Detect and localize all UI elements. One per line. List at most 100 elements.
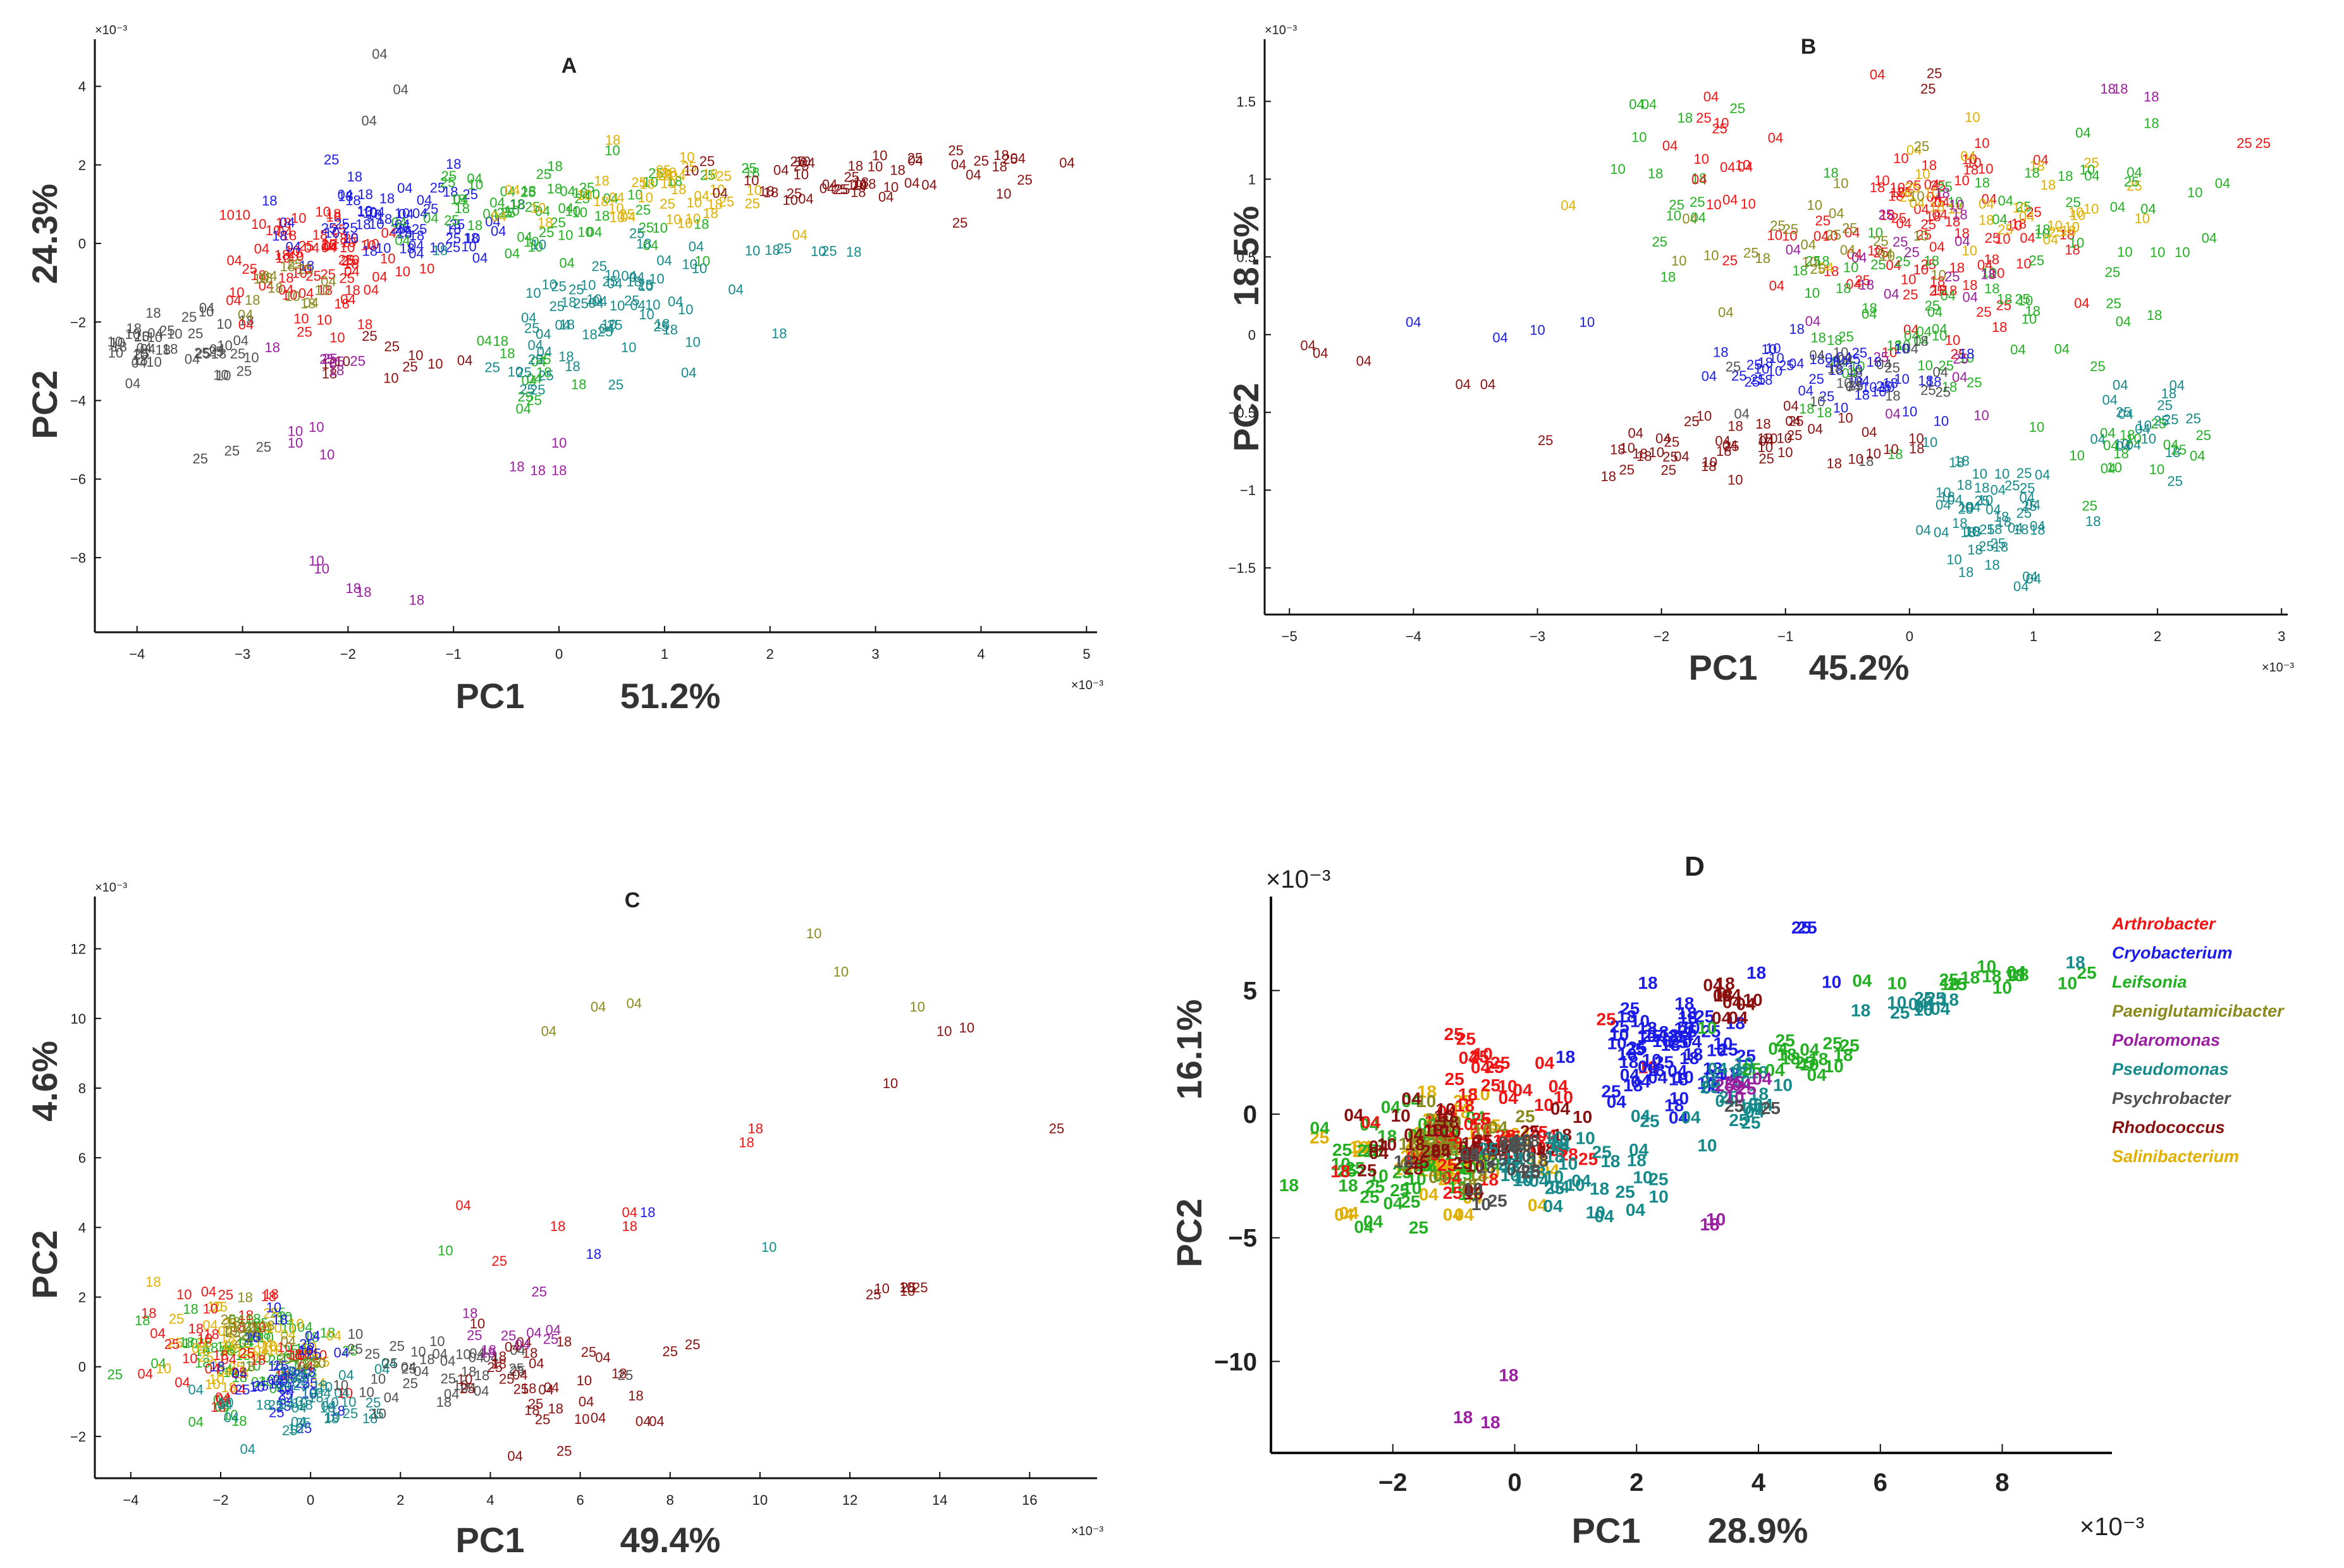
data-point: 25 bbox=[395, 220, 410, 236]
data-point: 04 bbox=[966, 167, 981, 183]
data-point: 25 bbox=[549, 298, 565, 314]
data-point: 04 bbox=[1492, 330, 1507, 346]
data-point: 10 bbox=[333, 1377, 348, 1393]
data-point: 18 bbox=[1934, 185, 1949, 201]
data-point: 10 bbox=[883, 179, 899, 195]
data-point: 18 bbox=[2066, 952, 2085, 972]
data-point: 18 bbox=[1826, 456, 1841, 472]
data-point: 25 bbox=[1787, 427, 1802, 443]
data-point: 10 bbox=[1974, 135, 1989, 151]
data-point: 25 bbox=[1684, 413, 1699, 429]
data-point: 10 bbox=[1586, 1203, 1605, 1222]
data-point: 10 bbox=[1580, 314, 1595, 330]
data-point: 25 bbox=[1935, 384, 1950, 400]
data-point: 25 bbox=[430, 180, 445, 195]
data-point: 10 bbox=[229, 285, 244, 300]
data-point: 25 bbox=[1855, 273, 1870, 288]
data-point: 10 bbox=[334, 353, 350, 369]
data-point: 18 bbox=[1623, 1075, 1643, 1095]
data-point: 04 bbox=[395, 233, 410, 248]
data-point: 10 bbox=[408, 347, 423, 363]
data-point: 10 bbox=[357, 203, 372, 219]
data-point: 10 bbox=[1693, 151, 1709, 167]
data-point: 25 bbox=[575, 191, 590, 207]
data-point: 25 bbox=[656, 162, 671, 178]
data-point: 04 bbox=[1852, 971, 1872, 991]
data-point: 04 bbox=[2113, 377, 2128, 393]
data-point: 18 bbox=[550, 1218, 565, 1234]
data-point: 04 bbox=[372, 269, 387, 285]
data-point: 18 bbox=[419, 1352, 434, 1368]
data-point: 25 bbox=[2090, 358, 2105, 374]
data-point: 10 bbox=[315, 204, 330, 219]
data-point: 10 bbox=[156, 1361, 171, 1376]
x-tick-label: 2 bbox=[396, 1492, 404, 1508]
data-point: 18 bbox=[848, 158, 863, 174]
x-tick-label: 1 bbox=[2030, 628, 2037, 644]
y-tick-label: −2 bbox=[70, 1429, 86, 1445]
data-point: 18 bbox=[455, 200, 470, 216]
data-point: 04 bbox=[185, 351, 200, 367]
data-point: 10 bbox=[251, 216, 266, 232]
data-point: 25 bbox=[1761, 1098, 1781, 1118]
data-point: 10 bbox=[2070, 448, 2085, 463]
data-point: 10 bbox=[584, 187, 599, 202]
data-point: 25 bbox=[520, 185, 536, 200]
y-multiplier: ×10⁻³ bbox=[1266, 866, 1330, 893]
data-point: 25 bbox=[538, 368, 553, 384]
data-point: 04 bbox=[2008, 520, 2023, 536]
data-point: 25 bbox=[1017, 172, 1032, 188]
data-point: 25 bbox=[1715, 1075, 1734, 1095]
data-point: 18 bbox=[1669, 1070, 1688, 1089]
data-point: 10 bbox=[1822, 972, 1841, 992]
y-multiplier: ×10⁻³ bbox=[95, 23, 127, 37]
data-point: 04 bbox=[798, 191, 813, 207]
legend: Arthrobacter Cryobacterium Leifsonia Paenig… bbox=[2111, 914, 2285, 1166]
data-point: 04 bbox=[620, 209, 635, 224]
data-point: 04 bbox=[728, 281, 743, 297]
data-point: 25 bbox=[1920, 382, 1936, 398]
data-point: 18 bbox=[1330, 1161, 1350, 1181]
data-point: 10 bbox=[455, 1347, 470, 1363]
data-point: 04 bbox=[588, 295, 603, 311]
data-point: 04 bbox=[629, 269, 644, 285]
data-point: 25 bbox=[844, 169, 859, 185]
data-point: 10 bbox=[847, 177, 862, 193]
data-point: 04 bbox=[591, 1410, 606, 1426]
data-point: 10 bbox=[1801, 254, 1817, 270]
data-point: 25 bbox=[660, 196, 675, 212]
data-point: 04 bbox=[1785, 413, 1800, 429]
data-point: 04 bbox=[921, 177, 936, 193]
data-point: 10 bbox=[371, 1406, 386, 1422]
data-point: 10 bbox=[685, 334, 700, 350]
data-point: 10 bbox=[362, 205, 377, 221]
panel-title: D bbox=[1684, 851, 1705, 882]
data-point: 04 bbox=[238, 307, 253, 323]
data-point: 10 bbox=[1800, 1055, 1819, 1074]
data-point: 04 bbox=[188, 1382, 203, 1398]
data-point: 25 bbox=[591, 259, 606, 274]
data-point: 18 bbox=[558, 348, 574, 364]
data-point: 25 bbox=[1696, 110, 1711, 126]
data-point: 04 bbox=[1915, 522, 1930, 538]
data-point: 10 bbox=[321, 356, 336, 372]
data-point: 10 bbox=[872, 148, 887, 164]
data-point: 18 bbox=[446, 221, 461, 236]
y-axis-label: PC2 bbox=[1169, 1199, 1209, 1268]
data-point: 04 bbox=[1998, 193, 2013, 209]
data-point: 04 bbox=[587, 224, 602, 240]
data-point: 04 bbox=[630, 297, 646, 313]
data-point: 25 bbox=[288, 245, 303, 260]
data-point: 10 bbox=[1497, 1077, 1517, 1096]
data-point: 04 bbox=[1691, 171, 1707, 187]
data-point: 18 bbox=[582, 327, 597, 343]
x-tick-label: −1 bbox=[1777, 628, 1793, 644]
data-point: 18 bbox=[1600, 1151, 1620, 1171]
data-point: 04 bbox=[278, 282, 293, 298]
data-point: 10 bbox=[1697, 1136, 1717, 1155]
y-tick-label: −6 bbox=[70, 472, 86, 487]
data-point: 18 bbox=[155, 342, 170, 358]
data-point: 25 bbox=[1903, 286, 1918, 302]
data-point: 04 bbox=[1674, 449, 1689, 465]
data-point: 10 bbox=[125, 326, 140, 342]
